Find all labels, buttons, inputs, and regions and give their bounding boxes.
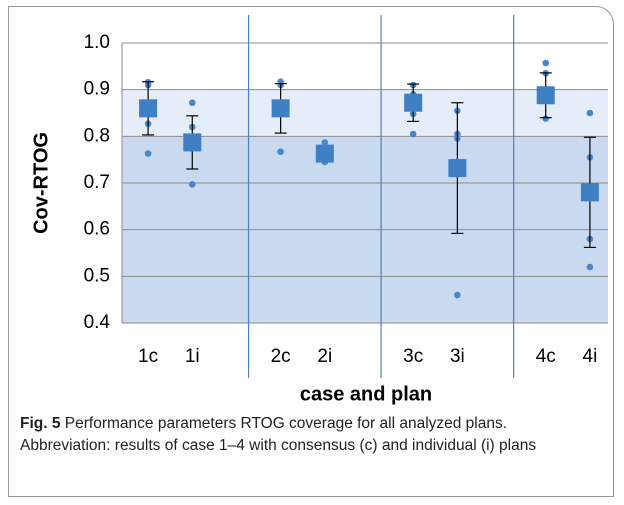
- x-axis-label: case and plan: [300, 383, 432, 405]
- mean-marker: [404, 93, 423, 112]
- data-point: [586, 263, 594, 271]
- mean-marker: [183, 133, 202, 152]
- y-tick-label: 0.9: [84, 79, 110, 100]
- y-tick-label: 1.0: [84, 32, 110, 53]
- data-point: [277, 148, 284, 156]
- caption-text: Performance parameters RTOG coverage for…: [20, 415, 537, 454]
- data-point: [454, 291, 461, 299]
- figure-frame: [8, 6, 614, 497]
- data-point: [144, 150, 152, 157]
- y-tick-label: 0.4: [84, 312, 111, 333]
- x-tick-label: 2c: [271, 346, 291, 367]
- x-tick-label: 3i: [450, 346, 465, 367]
- x-tick-label: 4i: [583, 346, 598, 367]
- y-tick-label: 0.7: [84, 172, 110, 193]
- data-point: [321, 139, 329, 146]
- x-tick-label: 2i: [317, 346, 332, 367]
- x-tick-label: 1c: [138, 346, 158, 367]
- mean-marker: [536, 86, 555, 105]
- data-point: [188, 181, 196, 188]
- data-point: [188, 99, 196, 107]
- caption-label: Fig. 5: [20, 415, 61, 432]
- y-tick-label: 0.6: [84, 219, 110, 240]
- mean-marker: [315, 144, 334, 163]
- data-point: [542, 59, 550, 67]
- mean-marker: [448, 159, 467, 178]
- y-axis-label: Cov-RTOG: [30, 132, 52, 234]
- data-point: [586, 109, 594, 117]
- mean-marker: [139, 99, 158, 118]
- mean-marker: [271, 99, 290, 118]
- x-tick-label: 1i: [185, 346, 200, 367]
- y-tick-label: 0.8: [84, 125, 110, 146]
- y-tick-label: 0.5: [84, 265, 110, 286]
- x-tick-label: 4c: [536, 346, 556, 367]
- data-point: [542, 115, 550, 122]
- x-tick-label: 3c: [403, 346, 423, 367]
- band: [122, 89, 608, 137]
- caption: Fig. 5 Performance parameters RTOG cover…: [20, 413, 580, 457]
- data-point: [409, 130, 417, 138]
- mean-marker: [580, 183, 599, 202]
